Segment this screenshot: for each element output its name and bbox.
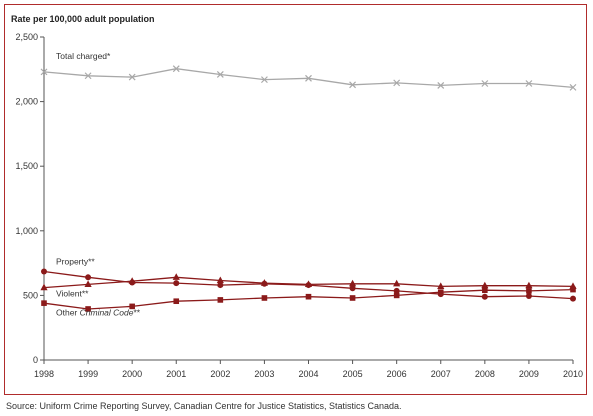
data-point-violent (172, 273, 180, 280)
data-point-other-criminal-code (41, 300, 47, 306)
data-point-violent (525, 281, 533, 289)
data-point-total-charged (437, 82, 445, 89)
y-tick-labels: 0 500 1,000 1,500 2,000 2,500 (15, 32, 38, 365)
data-point-other-criminal-code (482, 287, 488, 294)
series-label-other-criminal-code: Other Criminal Code** (56, 307, 141, 317)
data-point-property (349, 285, 356, 292)
y-tick-label: 1,000 (15, 226, 38, 236)
x-tick-label: 2009 (519, 369, 539, 379)
series-label-property: Property** (56, 256, 95, 266)
data-point-total-charged (216, 71, 224, 78)
data-point-other-criminal-code (349, 295, 356, 301)
data-point-other-criminal-code (173, 298, 180, 305)
y-tick-label: 500 (23, 290, 38, 300)
data-point-other-criminal-code (526, 288, 532, 294)
x-tick-label: 2000 (122, 369, 142, 379)
data-point-violent (84, 280, 92, 288)
data-point-property (217, 282, 224, 289)
chart-frame: Rate per 100,000 adult population 0 500 1,… (4, 4, 587, 395)
y-tick-label: 1,500 (15, 161, 38, 171)
data-point-property (481, 293, 488, 300)
x-tick-label: 1998 (34, 369, 54, 379)
data-point-violent (481, 281, 489, 289)
data-point-other-criminal-code (437, 289, 444, 295)
series-label-total-charged: Total charged* (56, 51, 111, 61)
data-point-property (173, 280, 180, 287)
x-tick-label: 2010 (563, 369, 583, 379)
line-chart: Rate per 100,000 adult population 0 500 1,… (11, 14, 583, 379)
data-point-total-charged (128, 73, 136, 81)
data-point-property (41, 268, 47, 275)
series-group (40, 65, 577, 312)
x-tick-label: 2002 (210, 369, 230, 379)
data-point-total-charged (172, 65, 180, 73)
data-point-other-criminal-code (305, 293, 312, 300)
data-point-violent (260, 279, 269, 286)
x-tick-label: 2005 (343, 369, 363, 379)
data-point-violent (437, 282, 445, 289)
data-point-total-charged (84, 72, 92, 80)
data-point-violent (128, 277, 136, 284)
y-tick-label: 0 (33, 355, 38, 365)
data-point-violent (216, 276, 224, 284)
data-point-property (570, 295, 576, 302)
data-point-total-charged (569, 83, 577, 91)
data-point-other-criminal-code (570, 286, 576, 293)
x-tick-label: 2004 (298, 369, 318, 379)
data-point-other-criminal-code (261, 295, 268, 301)
y-tick-label: 2,500 (15, 32, 38, 42)
data-point-total-charged (393, 79, 401, 87)
x-tick-label: 2008 (475, 369, 495, 379)
series-labels: Total charged* Property** Violent** Other C… (56, 51, 141, 317)
y-axis-title: Rate per 100,000 adult population (11, 14, 155, 24)
data-point-other-criminal-code (85, 306, 91, 312)
data-point-total-charged (349, 81, 357, 89)
data-point-violent (348, 279, 357, 287)
x-tick-label: 2001 (166, 369, 186, 379)
x-tick-labels: 1998 1999 2000 2001 2002 2003 2004 2005 2006 2007… (34, 369, 583, 379)
data-point-total-charged (305, 74, 312, 82)
data-point-total-charged (525, 80, 533, 87)
axes (40, 36, 574, 364)
data-point-violent (40, 283, 48, 291)
data-point-total-charged (40, 68, 48, 76)
data-point-total-charged (481, 80, 489, 87)
data-point-property (85, 274, 92, 281)
data-point-violent (393, 279, 401, 287)
x-tick-label: 1999 (78, 369, 98, 379)
y-tick-label: 2,000 (15, 97, 38, 107)
data-point-property (525, 293, 532, 300)
source-note: Source: Uniform Crime Reporting Survey, … (6, 401, 402, 411)
data-point-other-criminal-code (129, 303, 135, 310)
data-point-other-criminal-code (393, 292, 400, 299)
x-tick-label: 2006 (387, 369, 407, 379)
data-point-other-criminal-code (217, 297, 224, 303)
x-tick-label: 2007 (431, 369, 451, 379)
series-label-violent: Violent** (56, 289, 89, 299)
data-point-total-charged (260, 76, 268, 84)
data-point-property (393, 287, 400, 294)
data-point-violent (304, 280, 313, 288)
x-tick-label: 2003 (254, 369, 274, 379)
